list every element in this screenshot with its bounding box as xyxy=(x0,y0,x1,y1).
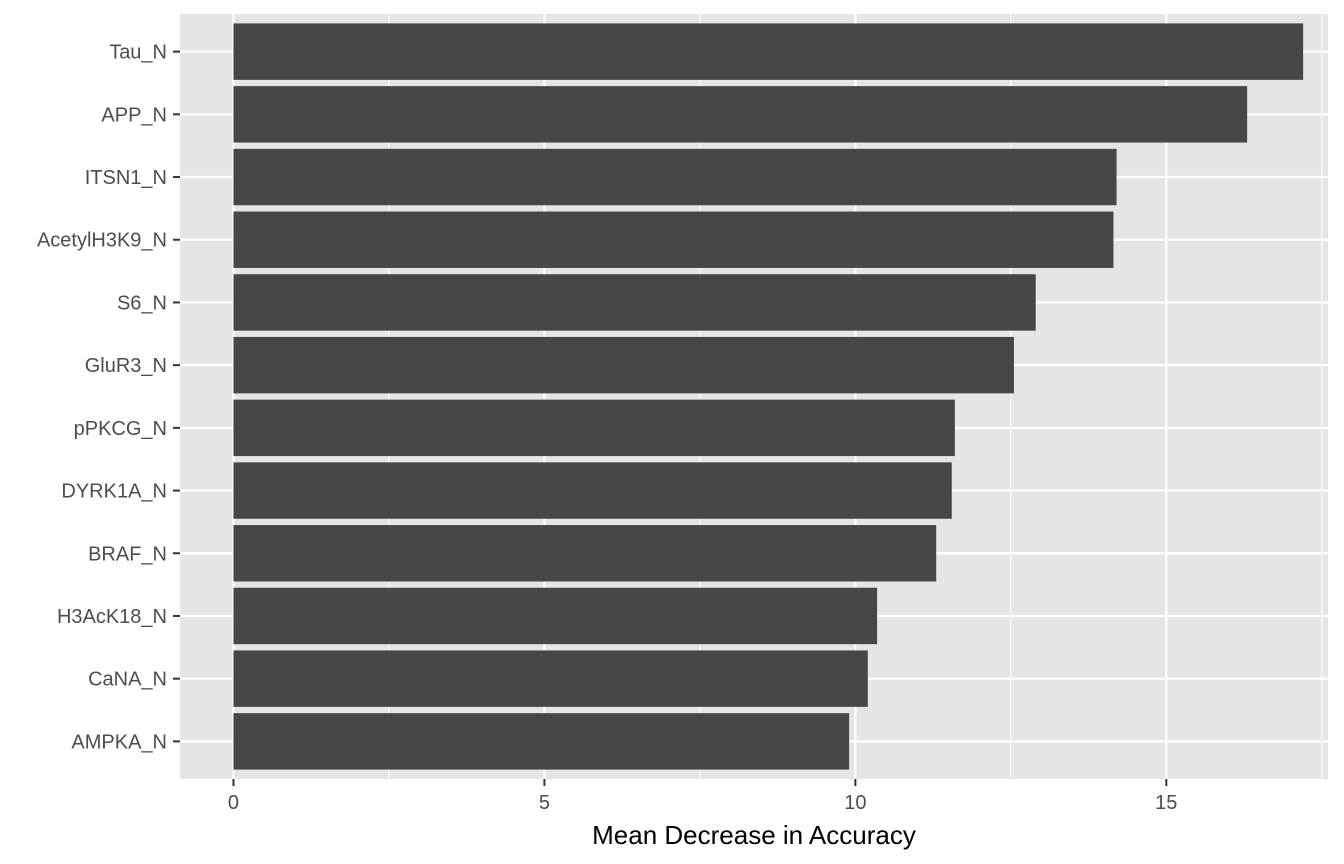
y-tick-label: CaNA_N xyxy=(88,669,167,691)
y-tick-label: BRAF_N xyxy=(88,543,167,565)
bar xyxy=(233,336,1014,394)
bar xyxy=(233,650,868,707)
y-tick-label: ITSN1_N xyxy=(85,167,167,189)
y-axis: Tau_N APP_N ITSN1_N AcetylH3K9_N S6_N GluR3_N… xyxy=(37,42,180,753)
bar xyxy=(233,587,878,645)
x-axis: 0 5 10 15 xyxy=(228,779,1177,814)
bar xyxy=(233,462,952,519)
y-tick-label: Tau_N xyxy=(109,42,167,64)
y-tick-label: AMPKA_N xyxy=(71,731,167,753)
y-tick-label: GluR3_N xyxy=(85,355,167,377)
y-tick-label: DYRK1A_N xyxy=(61,481,167,503)
bars xyxy=(233,23,1304,770)
x-tick-label: 5 xyxy=(539,792,550,814)
bar xyxy=(233,86,1248,143)
y-tick-label: pPKCG_N xyxy=(74,418,167,440)
y-tick-label: S6_N xyxy=(117,292,167,314)
y-tick-label: AcetylH3K9_N xyxy=(37,230,167,252)
bar xyxy=(233,399,955,457)
bar xyxy=(233,274,1036,331)
x-tick-label: 10 xyxy=(844,792,866,814)
y-tick-label: H3AcK18_N xyxy=(57,606,167,628)
bar xyxy=(233,148,1117,206)
bar xyxy=(233,23,1304,80)
bar xyxy=(233,525,937,582)
bar xyxy=(233,211,1114,268)
x-tick-label: 0 xyxy=(228,792,239,814)
y-tick-label: APP_N xyxy=(101,104,167,126)
x-axis-title: Mean Decrease in Accuracy xyxy=(592,820,916,850)
x-tick-label: 15 xyxy=(1155,792,1177,814)
bar xyxy=(233,713,850,770)
